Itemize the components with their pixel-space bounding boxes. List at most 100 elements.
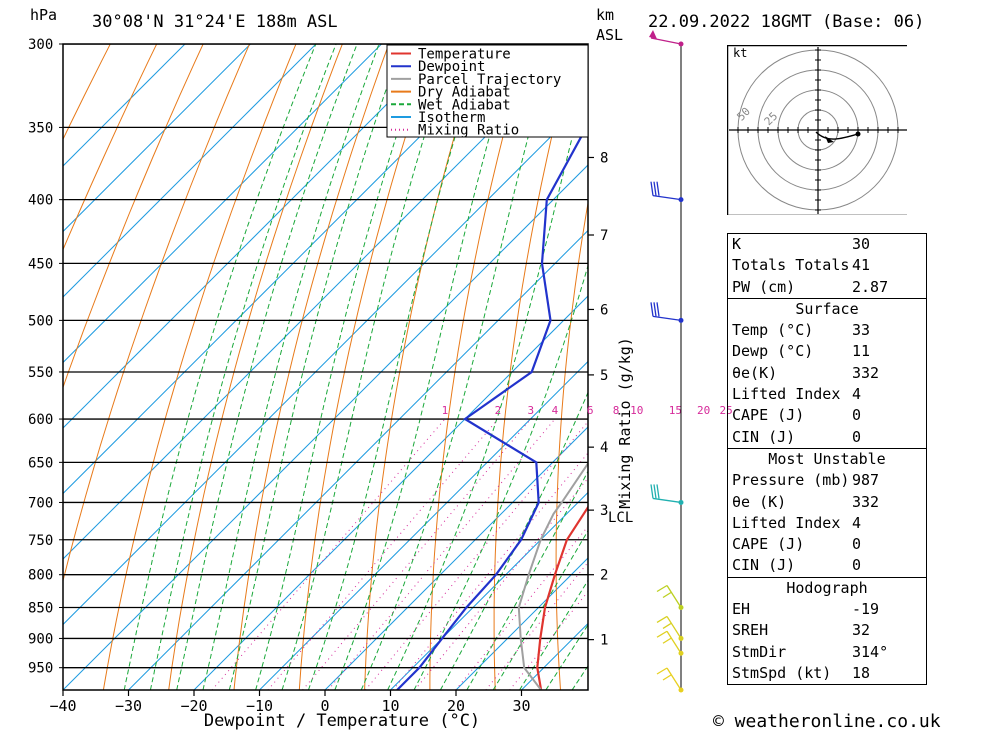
wind-barb — [650, 302, 684, 323]
hodograph-index-row: SREH 32 — [728, 620, 926, 641]
wind-barb-shaft — [666, 616, 682, 639]
wind-barb-point — [678, 499, 684, 505]
most-unstable-index-row: Lifted Index 4 — [728, 513, 926, 534]
temperature-tick-label: 30 — [512, 697, 530, 715]
wind-barb — [650, 181, 684, 203]
dry-adiabat-line — [63, 44, 204, 389]
wind-barb — [650, 484, 684, 505]
most-unstable-section-title: Most Unstable — [768, 449, 886, 468]
wind-barb-shaft — [666, 585, 682, 608]
wind-barb — [656, 667, 684, 693]
temperature-tick-label: −10 — [246, 697, 273, 715]
wind-barb-feather — [656, 302, 660, 317]
most-unstable-index-label: Pressure (mb) — [732, 471, 850, 490]
hodograph-index-label: SREH — [732, 621, 769, 640]
index-row: Totals Totals 41 — [728, 255, 926, 276]
wind-barb-feather — [650, 302, 654, 317]
surface-index-row: CAPE (J) 0 — [728, 405, 926, 426]
wind-barb-shaft — [650, 37, 682, 45]
isotherm-line — [63, 44, 186, 167]
indices-top-block: K 30 Totals Totals 41 PW (cm) 2.87 — [727, 233, 927, 299]
mixing-ratio-label: 1 — [442, 404, 449, 417]
index-label: K — [732, 235, 742, 253]
isotherm-line — [63, 164, 588, 690]
most-unstable-index-row: CIN (J) 0 — [728, 555, 926, 576]
datetime-title: 22.09.2022 18GMT (Base: 06) — [648, 12, 925, 32]
mixing-ratio-label: 10 — [630, 404, 643, 417]
surface-block: Temp (°C) 33 Dewp (°C) 11 θe(K) 332 Lifted Ind… — [728, 320, 926, 448]
surface-index-row: θe(K) 332 — [728, 363, 926, 384]
hodograph-index-value: 314° — [852, 642, 889, 661]
isotherm-line — [259, 360, 588, 690]
surface-index-value: 0 — [852, 427, 862, 446]
isotherm-line — [63, 44, 513, 495]
pressure-tick-label: 800 — [28, 568, 53, 584]
wet-adiabat-line — [149, 44, 337, 690]
dry-adiabat-line — [63, 44, 111, 141]
temperature-tick-label: 20 — [447, 697, 465, 715]
wind-barb — [649, 30, 684, 47]
mixing-ratio-label: 4 — [552, 404, 559, 417]
wind-barb-shaft — [666, 630, 682, 654]
dry-adiabat-line — [63, 44, 158, 251]
most-unstable-index-value: 332 — [852, 492, 880, 511]
wet-adiabat-line — [387, 73, 588, 690]
wind-barb-pennant — [649, 30, 657, 39]
surface-index-label: CIN (J) — [732, 427, 796, 446]
mixing-ratio-label: 15 — [669, 404, 682, 417]
temperature-tick-label: −20 — [180, 697, 207, 715]
hodograph-index-value: -19 — [852, 600, 880, 619]
surface-index-row: Lifted Index 4 — [728, 384, 926, 405]
wind-barb-point — [678, 687, 684, 693]
wind-barb-feather — [656, 630, 668, 638]
most-unstable-index-value: 4 — [852, 513, 862, 532]
temperature-tick-label: 10 — [381, 697, 399, 715]
mixing-ratio-label: 6 — [587, 404, 594, 417]
pressure-tick-label: 400 — [28, 193, 53, 209]
mixing-ratio-label: 3 — [527, 404, 534, 417]
wind-barb-point — [678, 317, 684, 323]
hodograph-index-label: EH — [732, 600, 751, 619]
surface-index-row: CIN (J) 0 — [728, 427, 926, 448]
wind-barb-feather — [662, 674, 672, 681]
height-km-tick-label: 7 — [600, 228, 608, 244]
most-unstable-index-value: 987 — [852, 471, 880, 490]
hodograph-index-label: StmDir — [732, 642, 787, 661]
temperature-line — [536, 505, 588, 690]
wind-barb-feather — [650, 484, 654, 499]
dry-adiabat-line — [941, 26, 1000, 690]
pressure-tick-label: 550 — [28, 365, 53, 381]
most-unstable-index-row: CAPE (J) 0 — [728, 534, 926, 555]
wind-barb-feather — [656, 584, 668, 593]
wind-barb-feather — [653, 302, 657, 317]
wind-barb — [656, 584, 684, 611]
pressure-tick-label: 500 — [28, 313, 53, 329]
legend-entry: Mixing Ratio — [418, 123, 519, 139]
mixing-ratio-line — [327, 418, 556, 690]
temperature-tick-label: 0 — [320, 697, 329, 715]
km-unit-label: km — [596, 6, 615, 24]
lcl-label: LCL — [608, 510, 633, 526]
wind-barb-feather — [656, 181, 660, 196]
wet-adiabat-line — [281, 44, 455, 690]
wind-barb-feather — [653, 484, 657, 499]
isotherm-line — [455, 557, 588, 690]
pressure-tick-label: 650 — [28, 455, 53, 471]
hodograph-section-title: Hodograph — [786, 578, 868, 597]
wind-barb-feather — [662, 622, 672, 629]
index-row: K 30 — [728, 234, 926, 255]
hodograph-index-row: StmDir 314° — [728, 642, 926, 663]
height-km-tick-label: 3 — [600, 503, 608, 519]
hpa-unit-label: hPa — [30, 6, 58, 24]
height-km-tick-label: 5 — [600, 368, 608, 384]
wind-barb-feather — [662, 591, 672, 599]
wind-barb-shaft — [652, 497, 682, 504]
hodograph-index-label: StmSpd (kt) — [732, 663, 832, 682]
surface-index-row: Temp (°C) 33 — [728, 320, 926, 341]
wind-barb-feather — [656, 667, 668, 675]
mixing-ratio-line — [392, 452, 588, 690]
surface-index-label: Lifted Index — [732, 385, 841, 404]
hodograph-index-row: StmSpd (kt) 18 — [728, 663, 926, 684]
wet-adiabat-line — [202, 44, 380, 690]
